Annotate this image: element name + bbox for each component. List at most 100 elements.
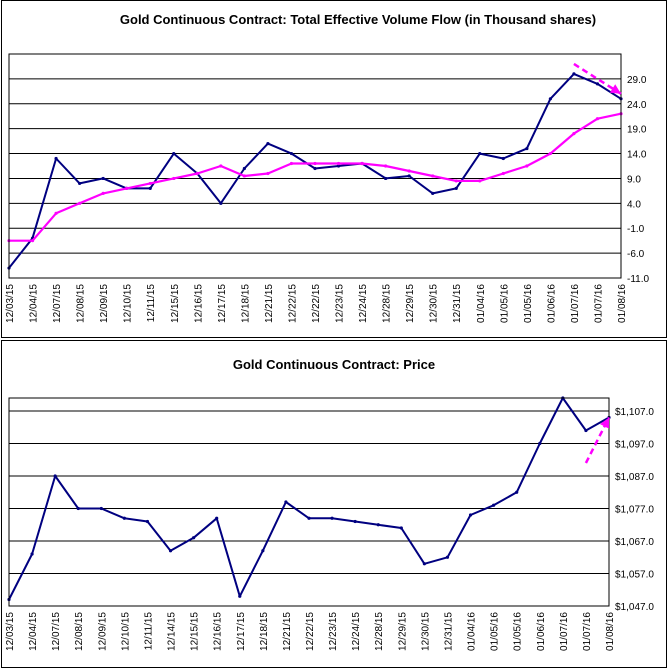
x-tick-label: 12/04/15 [29,284,40,323]
data-point [336,164,341,168]
y-tick-label: -11.0 [627,274,649,285]
series-line [8,72,622,269]
data-point [548,97,552,101]
x-tick-label: 12/15/15 [170,284,181,323]
x-tick-label: 12/07/15 [52,284,63,323]
x-tick-label: 01/05/16 [523,284,534,323]
data-point [30,552,34,556]
y-tick-label: -6.0 [627,249,645,260]
data-point [289,151,294,156]
y-tick-label: -1.0 [627,224,645,235]
x-tick-label: 01/07/16 [593,284,604,323]
data-point [468,513,473,517]
x-axis-ticks: 12/03/15 12/04/15 12/07/15 12/08/15 12/09/15… [5,284,628,323]
y-tick-label: 24.0 [627,100,647,111]
x-axis-ticks: 12/03/15 12/04/15 12/07/15 12/08/15 12/09/15… [5,612,616,651]
data-point [478,151,482,156]
x-tick-label: 12/16/15 [213,612,224,651]
data-point [266,142,270,146]
x-tick-label: 12/04/15 [28,612,39,651]
data-point [376,523,380,527]
data-point [148,181,152,186]
x-tick-label: 01/05/16 [499,284,510,323]
x-tick-label: 01/06/16 [536,612,547,651]
data-point [307,516,311,520]
y-tick-label: 19.0 [627,125,647,136]
trend-arrow-head [600,417,609,429]
data-point [492,503,496,507]
series-group [7,72,623,270]
data-point [399,526,403,530]
data-point [454,179,458,183]
y-tick-label: 4.0 [627,199,641,210]
data-point [76,506,80,511]
x-tick-label: 12/23/15 [328,612,339,651]
x-tick-label: 12/29/15 [405,284,416,323]
x-tick-label: 12/24/15 [358,284,369,323]
x-tick-label: 01/07/16 [582,612,593,651]
x-tick-label: 12/21/15 [282,612,293,651]
y-tick-label: $1,097.0 [615,440,654,451]
x-tick-label: 12/31/15 [452,284,463,323]
data-point [30,239,35,243]
x-tick-label: 01/08/16 [617,284,628,323]
plot-area-border [8,397,610,607]
x-tick-label: 12/16/15 [193,284,204,323]
series-group [7,396,611,602]
x-tick-label: 12/30/15 [429,284,440,323]
x-tick-label: 12/08/15 [76,284,87,323]
chart-title: Gold Continuous Contract: Price [233,357,435,372]
x-tick-label: 12/03/15 [5,284,16,323]
data-point [78,181,82,186]
x-tick-label: 12/17/15 [236,612,247,651]
x-tick-label: 12/10/15 [123,284,134,323]
data-point [501,171,505,176]
data-point [538,441,542,446]
data-point [99,506,103,511]
data-point [289,161,294,166]
data-point [266,171,270,176]
data-point [525,146,529,151]
data-point [584,428,588,433]
data-point [172,176,176,181]
data-point [595,117,600,121]
data-point [431,191,435,195]
x-tick-label: 12/11/15 [146,284,157,323]
x-tick-label: 12/17/15 [217,284,228,323]
x-tick-label: 12/11/15 [143,612,154,651]
x-tick-label: 12/18/15 [259,612,270,651]
trend-arrow-head [609,84,621,94]
data-point [353,519,357,524]
data-point [145,519,150,524]
price-chart: Gold Continuous Contract: Price $1,107.0… [5,357,654,651]
y-axis-ticks: $1,107.0 $1,097.0 $1,087.0 $1,077.0 $1,067.0… [615,407,654,613]
series-line [9,112,622,242]
data-point [242,166,246,171]
data-point [242,174,246,178]
y-axis-ticks: 29.0 24.0 19.0 14.0 9.0 4.0 -1.0 -6.0 -11.0 [627,75,649,285]
data-point [101,191,105,195]
data-point [454,186,458,190]
data-point [122,516,126,520]
x-tick-label: 12/07/15 [51,612,62,651]
x-tick-label: 01/04/16 [476,284,487,323]
data-point [330,516,334,520]
x-tick-label: 01/06/16 [546,284,557,323]
x-tick-label: 12/29/15 [397,612,408,651]
data-point [431,174,435,178]
volume-flow-chart-panel: Gold Continuous Contract: Total Effectiv… [1,0,667,338]
data-point [125,186,129,190]
data-point [101,176,105,181]
plot-area-border [8,53,622,279]
data-point [422,562,426,566]
x-tick-label: 12/03/15 [5,612,16,651]
x-tick-label: 12/22/15 [287,284,298,323]
x-tick-label: 01/08/16 [605,612,616,651]
data-point [595,82,600,86]
y-tick-label: $1,057.0 [615,570,654,581]
volume-flow-chart: Gold Continuous Contract: Total Effectiv… [5,12,649,323]
x-tick-label: 12/09/15 [97,612,108,651]
x-tick-label: 12/30/15 [420,612,431,651]
x-tick-label: 12/21/15 [264,284,275,323]
data-point [445,555,450,559]
